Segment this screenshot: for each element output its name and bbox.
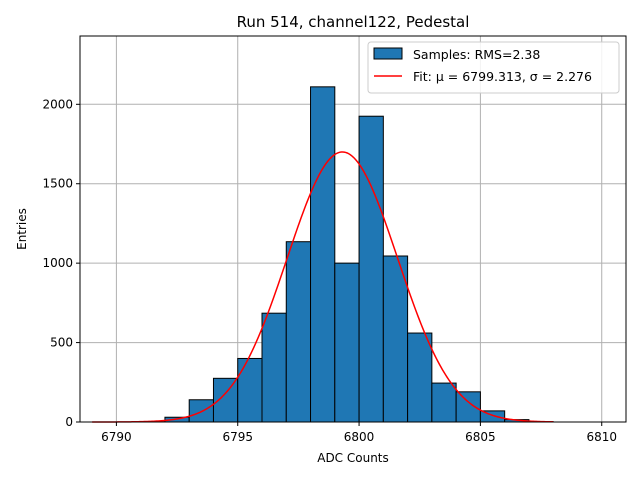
x-tick-label: 6795 xyxy=(222,430,253,444)
histogram-bar xyxy=(310,86,336,423)
x-axis-label: ADC Counts xyxy=(317,451,389,465)
y-tick-label: 1000 xyxy=(42,256,73,270)
chart-title: Run 514, channel122, Pedestal xyxy=(237,13,470,31)
x-axis-ticks: 6790 6795 6800 6805 6810 xyxy=(101,422,617,444)
histogram-bar xyxy=(212,377,239,423)
histogram-bar xyxy=(261,312,287,423)
histogram-bar xyxy=(455,391,481,423)
y-tick-label: 500 xyxy=(50,336,73,350)
histogram-bar xyxy=(407,332,433,423)
histogram-bar xyxy=(431,382,457,423)
y-tick-label: 1500 xyxy=(42,177,73,191)
histogram-bar xyxy=(285,241,312,423)
x-tick-label: 6810 xyxy=(586,430,617,444)
x-tick-label: 6805 xyxy=(465,430,496,444)
x-tick-label: 6800 xyxy=(344,430,375,444)
fit-curve xyxy=(92,151,554,423)
legend-label-samples: Samples: RMS=2.38 xyxy=(413,47,540,62)
y-tick-label: 2000 xyxy=(42,97,73,111)
legend-label-fit: Fit: μ = 6799.313, σ = 2.276 xyxy=(413,69,592,84)
histogram-bar xyxy=(358,115,384,423)
histogram-bars xyxy=(140,86,554,423)
legend: Samples: RMS=2.38 Fit: μ = 6799.313, σ =… xyxy=(367,41,620,94)
histogram-bar xyxy=(334,262,360,423)
legend-box xyxy=(367,41,620,94)
y-tick-label: 0 xyxy=(65,415,73,429)
plot-frame xyxy=(79,35,627,423)
histogram-bar xyxy=(382,255,409,423)
x-tick-label: 6790 xyxy=(101,430,132,444)
y-axis-ticks: 0 500 1000 1500 2000 xyxy=(42,97,80,429)
y-axis-label: Entries xyxy=(15,208,29,250)
legend-patch-samples xyxy=(373,47,403,60)
histogram-bar xyxy=(237,357,263,423)
